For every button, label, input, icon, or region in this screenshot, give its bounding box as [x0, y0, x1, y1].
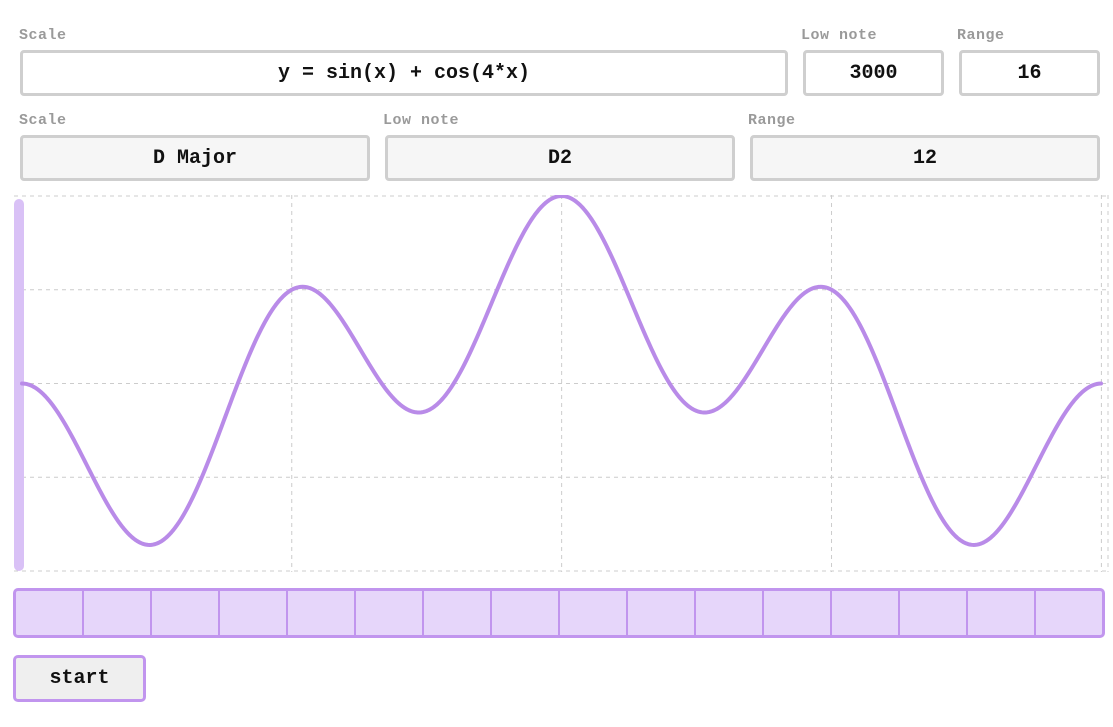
plot-grid	[14, 195, 1109, 572]
scale-label: Scale	[19, 112, 67, 129]
note-key[interactable]	[968, 591, 1036, 635]
note-key[interactable]	[1036, 591, 1102, 635]
start-button[interactable]: start	[13, 655, 146, 702]
note-key[interactable]	[84, 591, 152, 635]
range-select[interactable]: 12	[750, 135, 1100, 181]
note-key[interactable]	[288, 591, 356, 635]
range-label: Range	[748, 112, 796, 129]
note-key[interactable]	[220, 591, 288, 635]
function-curve	[20, 195, 1103, 547]
function-plot	[14, 195, 1109, 572]
note-key[interactable]	[356, 591, 424, 635]
frequency-range-label: Range	[957, 27, 1005, 44]
note-key[interactable]	[900, 591, 968, 635]
note-key[interactable]	[560, 591, 628, 635]
note-key[interactable]	[628, 591, 696, 635]
low-note-label: Low note	[383, 112, 460, 129]
formula-input[interactable]: y = sin(x) + cos(4*x)	[20, 50, 788, 96]
note-key[interactable]	[492, 591, 560, 635]
frequency-range-input[interactable]: 16	[959, 50, 1100, 96]
note-key[interactable]	[832, 591, 900, 635]
note-keys	[13, 588, 1105, 638]
note-key[interactable]	[764, 591, 832, 635]
note-key[interactable]	[16, 591, 84, 635]
playhead-cursor	[14, 199, 24, 571]
formula-label: Scale	[19, 27, 67, 44]
low-note-select[interactable]: D2	[385, 135, 735, 181]
note-key[interactable]	[424, 591, 492, 635]
note-key[interactable]	[696, 591, 764, 635]
scale-select[interactable]: D Major	[20, 135, 370, 181]
note-key[interactable]	[152, 591, 220, 635]
frequency-low-note-input[interactable]: 3000	[803, 50, 944, 96]
frequency-low-note-label: Low note	[801, 27, 878, 44]
